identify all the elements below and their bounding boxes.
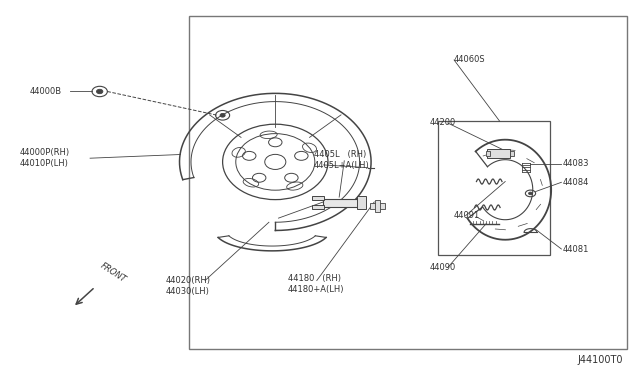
Bar bbox=[375, 200, 380, 212]
Text: 44000B: 44000B bbox=[29, 87, 61, 96]
Bar bbox=[323, 199, 358, 207]
Bar bbox=[357, 196, 366, 209]
Text: 44081: 44081 bbox=[563, 244, 589, 253]
Text: 44083: 44083 bbox=[563, 159, 589, 168]
Bar bbox=[189, 16, 627, 349]
Bar bbox=[510, 151, 514, 156]
Ellipse shape bbox=[220, 113, 225, 117]
Bar bbox=[312, 205, 324, 209]
Text: 4405L   (RH)
4405L+A(LH): 4405L (RH) 4405L+A(LH) bbox=[314, 150, 369, 170]
Bar bbox=[312, 196, 324, 201]
Text: 44000P(RH)
44010P(LH): 44000P(RH) 44010P(LH) bbox=[20, 148, 70, 168]
Text: 44090: 44090 bbox=[430, 263, 456, 272]
Text: FRONT: FRONT bbox=[99, 261, 127, 284]
Text: 44200: 44200 bbox=[430, 119, 456, 128]
Bar bbox=[438, 121, 550, 254]
Text: J44100T0: J44100T0 bbox=[578, 355, 623, 365]
Text: 44060S: 44060S bbox=[454, 55, 486, 64]
Bar bbox=[486, 151, 490, 156]
Bar bbox=[487, 149, 510, 158]
Text: 44091: 44091 bbox=[454, 211, 481, 220]
Text: 44180   (RH)
44180+A(LH): 44180 (RH) 44180+A(LH) bbox=[288, 274, 344, 294]
Ellipse shape bbox=[97, 89, 103, 94]
Text: 44084: 44084 bbox=[563, 178, 589, 187]
Ellipse shape bbox=[529, 192, 532, 195]
Bar bbox=[370, 203, 385, 209]
Text: 44020(RH)
44030(LH): 44020(RH) 44030(LH) bbox=[166, 276, 211, 296]
